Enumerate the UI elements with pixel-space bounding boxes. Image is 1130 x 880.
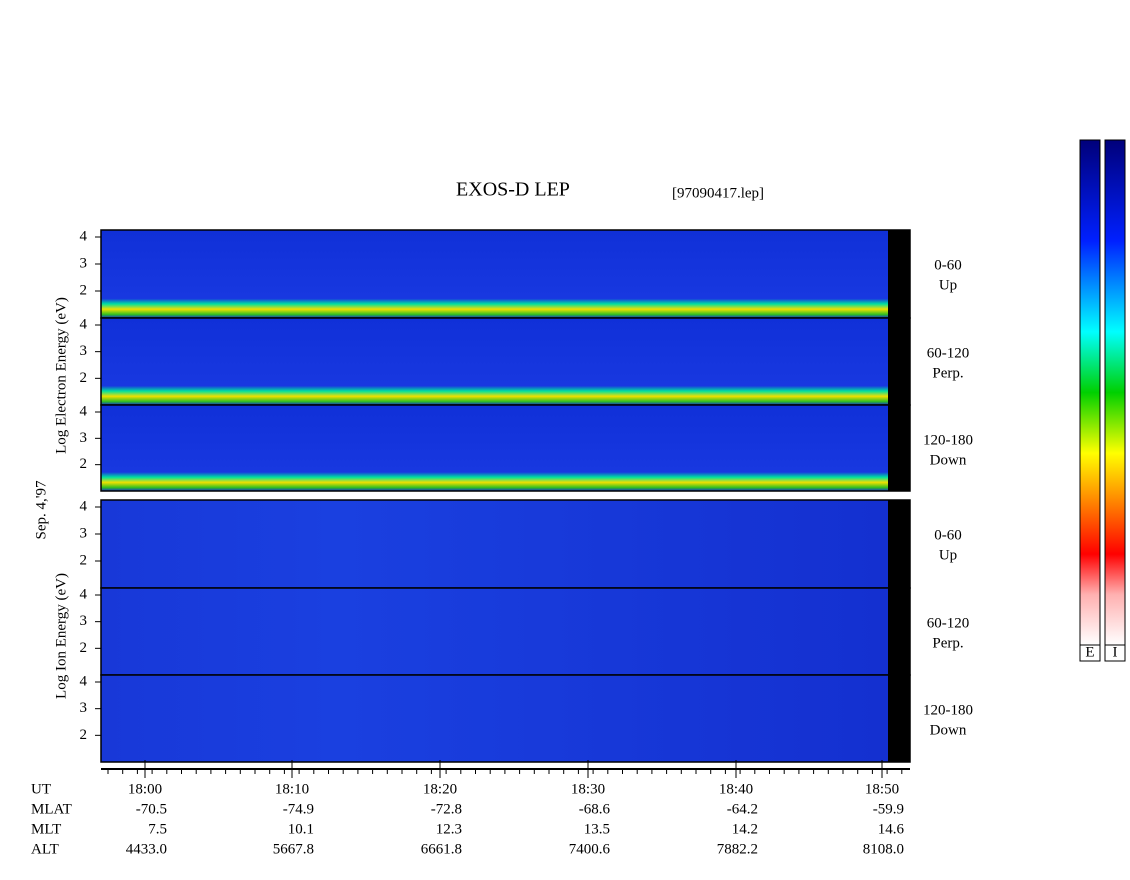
panel-label: Perp. xyxy=(932,635,963,651)
row-value: 14.2 xyxy=(732,821,758,837)
row-value: 18:10 xyxy=(275,781,309,797)
row-value: 14.6 xyxy=(878,821,905,837)
row-value: 18:40 xyxy=(719,781,753,797)
row-value: 18:50 xyxy=(865,781,899,797)
row-value: -72.8 xyxy=(431,801,462,817)
row-name: ALT xyxy=(31,841,59,857)
y-tick-label: 2 xyxy=(80,282,88,298)
panel-label: 120-180 xyxy=(923,432,973,448)
y-tick-label: 4 xyxy=(80,316,88,332)
colorbar-label: E xyxy=(1085,644,1094,660)
colorbar-box xyxy=(1079,644,1101,662)
row-value: 18:00 xyxy=(128,781,162,797)
row-value: 18:20 xyxy=(423,781,457,797)
colorbar-i xyxy=(1104,139,1126,646)
colorbar-e xyxy=(1079,139,1101,646)
colorbar-label: I xyxy=(1113,644,1118,660)
y-tick-label: 2 xyxy=(80,727,88,743)
y-tick-label: 4 xyxy=(80,498,88,514)
panel-label: Down xyxy=(930,722,967,738)
no-data xyxy=(888,230,910,318)
spectrogram xyxy=(101,405,888,491)
spectrogram xyxy=(101,318,888,405)
row-value: -74.9 xyxy=(283,801,314,817)
title: EXOS-D LEP xyxy=(456,179,570,201)
row-value: 18:30 xyxy=(571,781,605,797)
y-tick-label: 3 xyxy=(80,525,88,541)
spectrogram xyxy=(101,230,888,318)
row-name: MLAT xyxy=(31,801,72,817)
row-value: 10.1 xyxy=(288,821,314,837)
y-tick-label: 4 xyxy=(80,673,88,689)
no-data xyxy=(888,500,910,588)
row-value: 7882.2 xyxy=(717,841,758,857)
no-data xyxy=(888,588,910,675)
panel-label: 60-120 xyxy=(927,615,970,631)
file-name: [97090417.lep] xyxy=(672,185,764,201)
panel-frame xyxy=(100,674,911,763)
y-tick-label: 2 xyxy=(80,640,88,656)
y-tick-label: 3 xyxy=(80,255,88,271)
colorbar-box xyxy=(1104,644,1126,662)
panel-label: 60-120 xyxy=(927,345,970,361)
panel-label: 0-60 xyxy=(934,527,962,543)
no-data xyxy=(888,675,910,762)
y-tick-label: 4 xyxy=(80,586,88,602)
y-tick-label: 3 xyxy=(80,700,88,716)
y-tick-label: 4 xyxy=(80,228,88,244)
panel-label: Up xyxy=(939,277,957,293)
y-tick-label: 3 xyxy=(80,343,88,359)
date: Sep. 4,'97 xyxy=(33,480,49,539)
y-tick-label: 4 xyxy=(80,403,88,419)
row-name: MLT xyxy=(31,821,61,837)
row-value: 8108.0 xyxy=(863,841,904,857)
row-value: -68.6 xyxy=(579,801,611,817)
y-tick-label: 2 xyxy=(80,370,88,386)
no-data xyxy=(888,318,910,405)
y-tick-label: 2 xyxy=(80,552,88,568)
group-label: Log Electron Energy (eV) xyxy=(53,297,69,454)
row-value: 5667.8 xyxy=(273,841,314,857)
row-value: 7400.6 xyxy=(569,841,611,857)
row-value: 6661.8 xyxy=(421,841,462,857)
panel-label: Perp. xyxy=(932,365,963,381)
row-value: 4433.0 xyxy=(126,841,167,857)
spectrogram xyxy=(101,500,888,588)
row-value: -64.2 xyxy=(727,801,758,817)
y-tick-label: 2 xyxy=(80,456,88,472)
panel-label: 0-60 xyxy=(934,257,962,273)
panel-label: Up xyxy=(939,547,957,563)
row-value: 7.5 xyxy=(148,821,167,837)
y-tick-label: 3 xyxy=(80,613,88,629)
spectrogram xyxy=(101,588,888,675)
row-value: 12.3 xyxy=(436,821,462,837)
panel-label: Down xyxy=(930,452,967,468)
y-tick-label: 3 xyxy=(80,430,88,446)
spectrogram xyxy=(101,675,888,762)
row-value: 13.5 xyxy=(584,821,610,837)
no-data xyxy=(888,405,910,491)
row-value: -59.9 xyxy=(873,801,904,817)
row-value: -70.5 xyxy=(136,801,167,817)
panel-label: 120-180 xyxy=(923,702,973,718)
group-label: Log Ion Energy (eV) xyxy=(53,573,69,699)
panel-frame xyxy=(100,404,911,492)
row-name: UT xyxy=(31,781,51,797)
